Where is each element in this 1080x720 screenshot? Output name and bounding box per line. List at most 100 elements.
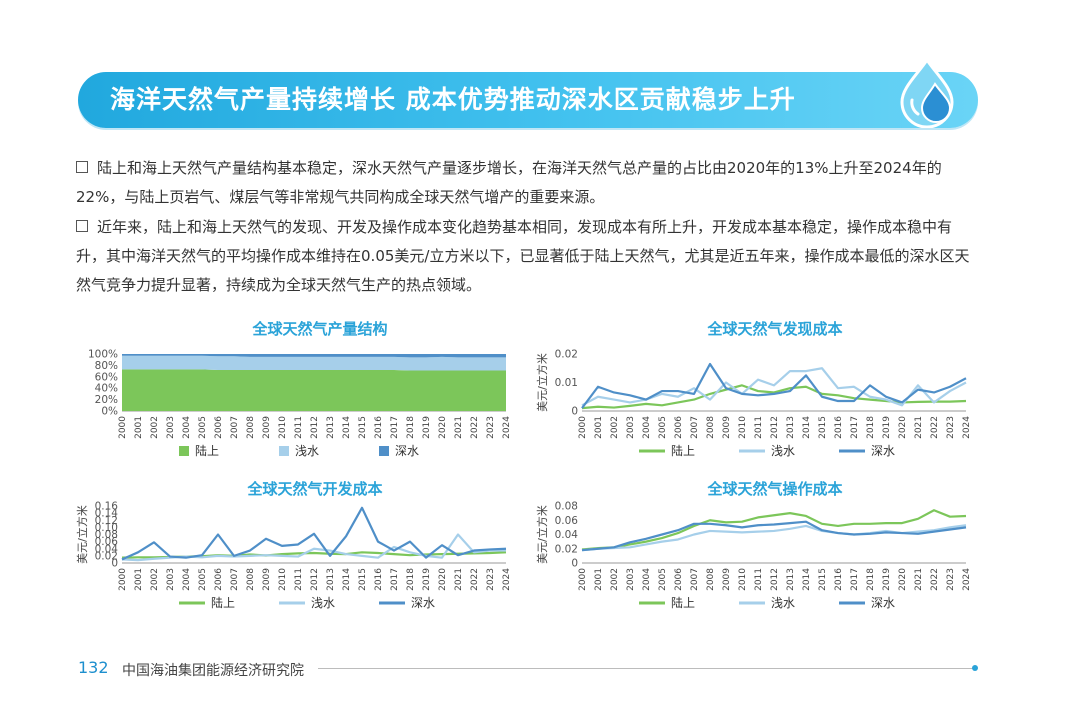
x-tick-label: 2015 [818,568,828,591]
legend-label: 浅水 [771,596,795,610]
legend-label: 陆上 [671,595,695,610]
x-tick-label: 2018 [866,568,876,591]
line-series [581,520,967,552]
line-series [121,506,507,561]
footer-divider [318,668,974,669]
x-tick-label: 2011 [754,568,764,591]
y-tick-label: 0.14 [95,508,119,520]
x-tick-label: 2020 [438,568,448,591]
area-series [122,369,506,411]
x-tick-label: 2013 [786,416,796,439]
x-tick-label: 2016 [374,416,384,439]
legend-label: 陆上 [211,595,235,610]
legend-label: 深水 [395,444,419,458]
area-series [122,355,506,371]
line-series [581,362,967,409]
x-tick-label: 2020 [898,568,908,591]
page-title: 海洋天然气产量持续增长 成本优势推动深水区贡献稳步上升 [110,85,796,114]
y-tick-label: 100% [88,349,118,361]
footer-organization: 中国海油集团能源经济研究院 [122,663,304,679]
x-tick-label: 2022 [930,568,940,591]
x-tick-label: 2004 [642,416,652,439]
x-tick-label: 2015 [818,416,828,439]
x-tick-label: 2002 [610,568,620,591]
legend-label: 浅水 [295,444,319,458]
x-tick-label: 2007 [230,568,240,591]
y-tick-label: 40% [95,383,118,395]
x-tick-label: 2012 [770,568,780,591]
x-tick-label: 2023 [486,568,496,591]
water-drop-icon [900,57,954,128]
x-tick-label: 2006 [214,416,224,439]
x-tick-label: 2002 [610,416,620,439]
x-tick-label: 2017 [850,568,860,591]
x-tick-label: 2005 [198,416,208,439]
line-series [581,524,967,552]
y-tick-label: 0.16 [95,501,119,513]
x-tick-label: 2024 [502,416,512,439]
x-tick-label: 2003 [166,416,176,439]
x-tick-label: 2000 [578,568,588,591]
x-tick-label: 2023 [946,416,956,439]
x-tick-label: 2015 [358,568,368,591]
x-tick-label: 2012 [310,568,320,591]
x-tick-label: 2017 [390,416,400,439]
y-tick-label: 80% [95,360,118,372]
x-tick-label: 2012 [310,416,320,439]
x-tick-label: 2003 [626,416,636,439]
y-tick-label: 0.02 [555,543,578,555]
y-tick-label: 0.08 [95,529,118,541]
x-tick-label: 2006 [214,568,224,591]
y-tick-label: 0 [111,558,118,570]
x-tick-label: 2019 [882,416,892,439]
legend-swatch [379,446,389,456]
y-tick-label: 0.02 [95,550,118,562]
x-tick-label: 2020 [898,416,908,439]
x-tick-label: 2004 [182,568,192,591]
x-tick-label: 2002 [150,568,160,591]
x-tick-label: 2024 [962,416,972,439]
chart-title-development-cost: 全球天然气开发成本 [247,480,383,498]
y-tick-label: 20% [95,394,118,406]
x-tick-label: 2019 [422,416,432,439]
y-tick-label: 60% [95,371,118,383]
x-tick-label: 2013 [326,416,336,439]
x-tick-label: 2014 [802,416,812,439]
x-tick-label: 2024 [502,568,512,591]
y-tick-label: 0.04 [95,543,119,555]
legend-label: 深水 [411,596,435,610]
x-tick-label: 2004 [182,416,192,439]
x-tick-label: 2000 [578,416,588,439]
bullet-paragraph-2: 近年来，陆上和海上天然气的发现、开发及操作成本变化趋势基本相同，发现成本有所上升… [76,213,976,300]
x-tick-label: 2018 [406,568,416,591]
legend-label: 陆上 [195,443,219,458]
x-tick-label: 2019 [422,568,432,591]
chart-title-operating-cost: 全球天然气操作成本 [707,480,843,498]
area-series [122,354,506,358]
x-tick-label: 2016 [374,568,384,591]
x-tick-label: 2010 [278,416,288,439]
x-tick-label: 2005 [658,416,668,439]
y-tick-label: 0.06 [555,515,579,527]
y-axis-label: 美元/立方米 [75,505,89,564]
x-tick-label: 2005 [198,568,208,591]
y-tick-label: 0.06 [95,536,119,548]
x-tick-label: 2006 [674,568,684,591]
y-tick-label: 0.12 [95,515,118,527]
checkbox-bullet-icon [76,161,88,173]
y-axis-label: 美元/立方米 [535,505,549,564]
page-number: 132 [78,658,109,677]
x-tick-label: 2022 [930,416,940,439]
x-tick-label: 2009 [722,568,732,591]
y-tick-label: 0.08 [555,501,578,513]
y-axis-label: 美元/立方米 [535,353,549,412]
legend-swatch [179,446,189,456]
x-tick-label: 2001 [594,568,604,591]
x-tick-label: 2007 [690,568,700,591]
x-tick-label: 2014 [802,568,812,591]
x-tick-label: 2010 [738,568,748,591]
x-tick-label: 2000 [118,416,128,439]
x-tick-label: 2011 [754,416,764,439]
legend-label: 浅水 [771,444,795,458]
x-tick-label: 2018 [406,416,416,439]
